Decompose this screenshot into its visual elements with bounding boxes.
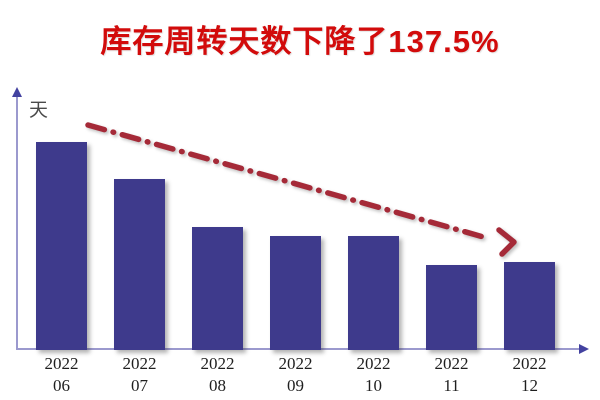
tick-month: 09 — [287, 376, 304, 395]
tick-year: 2022 — [278, 354, 313, 373]
bar-2022-12 — [504, 262, 555, 350]
bar-2022-06 — [36, 142, 87, 350]
tick-year: 2022 — [356, 354, 391, 373]
tick-month: 10 — [365, 376, 382, 395]
tick-year: 2022 — [44, 354, 79, 373]
bar-2022-11 — [426, 265, 477, 350]
tick-year: 2022 — [512, 354, 547, 373]
x-tick-label-11: 2022 11 — [422, 353, 482, 397]
tick-year: 2022 — [122, 354, 157, 373]
tick-month: 07 — [131, 376, 148, 395]
x-tick-label-07: 2022 07 — [110, 353, 170, 397]
x-axis-arrow-icon — [579, 344, 589, 354]
x-tick-label-06: 2022 06 — [32, 353, 92, 397]
x-tick-label-10: 2022 10 — [344, 353, 404, 397]
tick-year: 2022 — [434, 354, 469, 373]
tick-month: 06 — [53, 376, 70, 395]
y-axis-unit-label: 天 — [29, 100, 49, 121]
y-axis — [16, 95, 18, 350]
bar-2022-07 — [114, 179, 165, 350]
trend-arrow-head — [496, 227, 517, 257]
bar-2022-10 — [348, 236, 399, 350]
tick-month: 11 — [443, 376, 460, 395]
tick-year: 2022 — [200, 354, 235, 373]
chart-title: 库存周转天数下降了137.5% — [100, 24, 500, 59]
tick-month: 08 — [209, 376, 226, 395]
x-tick-label-09: 2022 09 — [266, 353, 326, 397]
bar-2022-09 — [270, 236, 321, 350]
x-tick-label-12: 2022 12 — [500, 353, 560, 397]
bar-2022-08 — [192, 227, 243, 350]
x-tick-label-08: 2022 08 — [188, 353, 248, 397]
tick-month: 12 — [521, 376, 538, 395]
y-axis-arrow-icon — [12, 87, 22, 97]
